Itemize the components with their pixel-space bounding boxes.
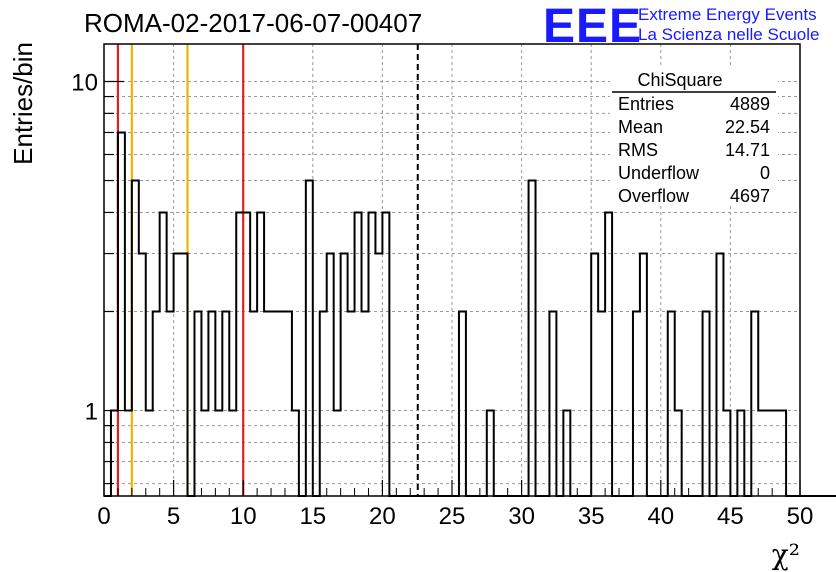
y-axis-title: Entries/bin — [8, 42, 38, 165]
stats-label-underflow: Underflow — [618, 163, 700, 183]
stats-title: ChiSquare — [637, 70, 722, 90]
x-tick-label: 35 — [578, 503, 605, 530]
stats-value-rms: 14.71 — [725, 140, 770, 160]
chart-title: ROMA-02-2017-06-07-00407 — [84, 8, 423, 38]
grid-lines — [104, 44, 800, 496]
stats-value-underflow: 0 — [760, 163, 770, 183]
y-tick-label: 1 — [85, 399, 98, 426]
stats-label-mean: Mean — [618, 117, 663, 137]
x-tick-label: 45 — [717, 503, 744, 530]
x-axis-title: χ² — [772, 538, 800, 571]
stats-value-entries: 4889 — [730, 94, 770, 114]
eee-logo: EEE Extreme Energy Events La Scienza nel… — [543, 0, 833, 53]
stats-box-background — [610, 68, 778, 206]
x-tick-label: 20 — [369, 503, 396, 530]
reference-lines — [116, 44, 419, 496]
stats-label-entries: Entries — [618, 94, 674, 114]
x-tick-label: 30 — [508, 503, 535, 530]
stats-label-overflow: Overflow — [618, 186, 690, 206]
histogram-outline — [104, 131, 836, 497]
axis-ticks — [103, 80, 801, 496]
logo-line-1: Extreme Energy Events — [638, 5, 817, 24]
y-tick-label: 10 — [71, 69, 98, 96]
x-tick-label: 50 — [787, 503, 814, 530]
stats-value-mean: 22.54 — [725, 117, 770, 137]
x-tick-label: 25 — [439, 503, 466, 530]
x-tick-label: 15 — [299, 503, 326, 530]
logo-line-2: La Scienza nelle Scuole — [638, 25, 820, 44]
stats-label-rms: RMS — [618, 140, 658, 160]
stats-value-overflow: 4697 — [730, 186, 770, 206]
x-tick-label: 10 — [230, 503, 257, 530]
x-tick-label: 5 — [167, 503, 180, 530]
x-tick-label: 40 — [647, 503, 674, 530]
stats-box: ChiSquare Entries 4889 Mean 22.54 RMS 14… — [610, 68, 778, 206]
x-tick-label: 0 — [97, 503, 110, 530]
y-tick-labels: 1 10 — [71, 69, 98, 425]
x-tick-labels: 0 5 10 15 20 25 30 35 40 45 50 — [97, 503, 813, 530]
